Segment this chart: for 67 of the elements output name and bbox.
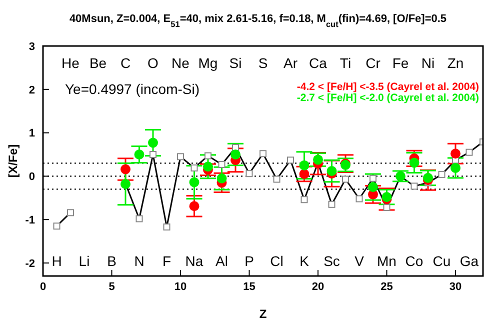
annotation: N xyxy=(134,252,144,269)
point xyxy=(230,149,240,160)
x-tick-label: 30 xyxy=(449,280,462,293)
point xyxy=(120,164,130,174)
point xyxy=(189,201,200,212)
annotation: S xyxy=(258,54,268,71)
annotation: Al xyxy=(216,252,228,269)
x-tick-label: 15 xyxy=(243,280,256,293)
annotation: Ga xyxy=(460,252,479,269)
annotation: H xyxy=(52,252,62,269)
y-tick-label: -1 xyxy=(25,214,35,226)
point xyxy=(450,148,460,159)
y-tick-label: -2 xyxy=(25,258,35,270)
annotation: Mg xyxy=(198,54,218,71)
y-tick-label: 0 xyxy=(28,171,35,184)
point xyxy=(216,173,227,184)
annotation: Mn xyxy=(377,252,396,269)
annotation: O xyxy=(148,54,159,71)
annotation: Ti xyxy=(340,54,352,71)
annotation: Na xyxy=(185,252,204,269)
point xyxy=(299,169,310,180)
point xyxy=(450,162,460,173)
annotation: Cu xyxy=(432,252,451,269)
x-tick-label: 5 xyxy=(108,280,115,293)
annotation: Fe xyxy=(392,54,409,71)
annotation: C xyxy=(120,54,131,71)
point xyxy=(313,154,323,165)
point xyxy=(148,138,158,148)
y-tick-label: 1 xyxy=(28,128,35,140)
annotation: Zn xyxy=(447,54,464,71)
point xyxy=(409,158,420,168)
annotation: Cr xyxy=(366,54,381,71)
annotation: Cl xyxy=(270,252,284,269)
point xyxy=(134,149,144,160)
annotation: Ye=0.4997 (incom-Si) xyxy=(65,81,200,97)
annotation: B xyxy=(107,252,116,269)
annotation: Ca xyxy=(309,54,328,71)
x-tick-label: 25 xyxy=(380,280,393,293)
annotation: Co xyxy=(405,252,424,269)
y-tick-label: 3 xyxy=(28,40,35,53)
annotation: Ni xyxy=(421,54,435,71)
point xyxy=(203,162,213,172)
text: -2.7 < [Fe/H] <-2.0 (Cayrel et al. 2004) xyxy=(296,92,479,104)
point xyxy=(299,160,310,170)
annotation: Ar xyxy=(284,54,298,71)
annotation: V xyxy=(354,252,365,269)
y-tick-label: 2 xyxy=(28,84,35,96)
x-tick-label: 0 xyxy=(40,280,46,293)
annotation: Ne xyxy=(172,54,190,71)
x-axis-title: Z xyxy=(259,307,267,320)
point xyxy=(189,177,200,188)
annotation: He xyxy=(62,54,80,71)
point xyxy=(368,182,378,192)
annotation: F xyxy=(162,252,172,269)
annotation: Be xyxy=(89,54,107,71)
x-tick-label: 20 xyxy=(312,280,324,293)
point xyxy=(326,166,337,176)
annotation: Li xyxy=(78,252,90,269)
x-tick-label: 10 xyxy=(174,280,187,293)
annotation: P xyxy=(244,252,254,269)
chart-title: 40Msun, Z=0.004, E$_{51}$=40, mix 2.61-5.16, f=0.18, M$_{cut}$(fin)=4.69, [O/Fe]=0.5 xyxy=(69,13,447,28)
text: -4.2 < [Fe/H] <-3.5 (Cayrel et al. 2004) xyxy=(296,81,479,93)
annotation: Sc xyxy=(324,252,340,269)
point xyxy=(423,172,433,183)
annotation: Si xyxy=(229,54,242,71)
y-axis-title: [X/Fe] xyxy=(6,144,20,178)
annotation: K xyxy=(300,252,310,269)
